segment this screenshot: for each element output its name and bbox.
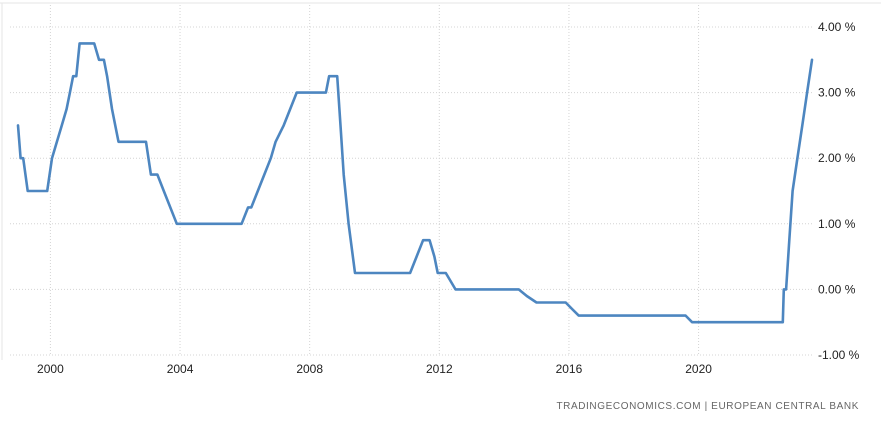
y-tick-label: -1.00 % xyxy=(818,348,860,362)
series-layer xyxy=(16,42,814,324)
x-tick-label: 2008 xyxy=(296,362,323,376)
x-tick-label: 2000 xyxy=(37,362,64,376)
x-tick-label: 2012 xyxy=(426,362,453,376)
x-tick-label: 2004 xyxy=(167,362,194,376)
y-tick-label: 2.00 % xyxy=(818,151,856,165)
y-axis-ticks: 4.00 % 3.00 % 2.00 % 1.00 % 0.00 % -1.00 % xyxy=(818,20,860,362)
x-axis-ticks: 2000 2004 2008 2012 2016 2020 xyxy=(37,362,712,376)
source-attribution: TRADINGECONOMICS.COM | EUROPEAN CENTRAL … xyxy=(556,401,859,412)
y-tick-label: 1.00 % xyxy=(818,217,856,231)
y-tick-label: 0.00 % xyxy=(818,282,856,296)
y-tick-label: 3.00 % xyxy=(818,86,856,100)
x-tick-label: 2016 xyxy=(556,362,583,376)
y-tick-label: 4.00 % xyxy=(818,20,856,34)
x-tick-label: 2020 xyxy=(685,362,712,376)
grid xyxy=(10,5,812,356)
series-line xyxy=(16,42,814,324)
